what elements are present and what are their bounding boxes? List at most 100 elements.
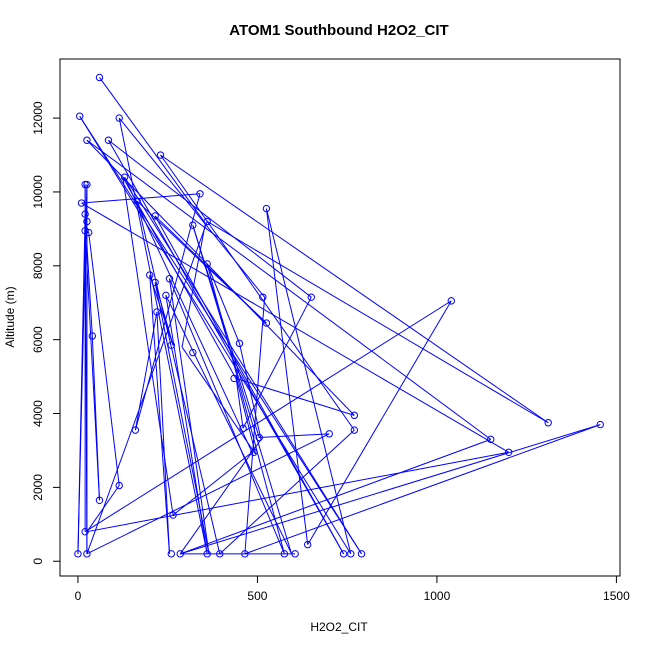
data-point [167, 341, 175, 349]
data-point [104, 136, 113, 144]
series-line-segment [77, 214, 86, 554]
y-tick-label: 0 [31, 558, 45, 565]
data-point [259, 293, 267, 301]
series-line-segment [156, 311, 170, 554]
data-point [76, 112, 84, 120]
series-lines [77, 77, 601, 555]
data-point [83, 180, 91, 189]
series-line-segment [206, 263, 240, 344]
data-point [115, 481, 123, 490]
data-point [169, 511, 177, 519]
data-point [291, 550, 299, 558]
data-point [596, 420, 604, 429]
data-point [203, 217, 211, 226]
data-point [357, 550, 366, 558]
y-tick-label: 8000 [31, 252, 45, 279]
series-line-segment [79, 115, 362, 555]
series-points [74, 73, 604, 558]
series-line-segment [108, 139, 345, 555]
data-point [167, 550, 175, 558]
data-point [151, 278, 159, 287]
data-point [95, 496, 104, 504]
data-point [133, 197, 141, 205]
series-line-segment [149, 274, 174, 346]
data-point [303, 540, 312, 549]
data-point [447, 297, 455, 305]
data-point [83, 550, 91, 558]
data-point [156, 151, 165, 159]
data-point [81, 527, 89, 536]
chart-title: ATOM1 Southbound H2O2_CIT [229, 22, 448, 39]
y-axis-label: Altitude (m) [3, 286, 17, 347]
series-line-segment [169, 278, 285, 555]
y-tick-label: 10000 [31, 175, 45, 209]
data-point [120, 173, 129, 181]
series-line-segment [99, 77, 206, 224]
data-point [81, 227, 89, 235]
data-point [347, 550, 355, 558]
data-point [241, 550, 249, 558]
series-line-segment [244, 424, 601, 555]
series-line-segment [160, 154, 355, 431]
x-tick-label: 500 [247, 589, 267, 603]
series-line-segment [86, 139, 492, 440]
data-point [95, 73, 104, 82]
series-line-segment [192, 225, 293, 554]
data-point [115, 114, 123, 122]
series-line-segment [86, 485, 120, 532]
y-axis: 0 2000 4000 6000 8000 10000 12000 [31, 101, 61, 565]
data-point [165, 275, 174, 283]
series-line-segment [79, 115, 352, 555]
data-point [255, 433, 263, 442]
data-point [262, 204, 271, 213]
data-point [74, 550, 82, 558]
series-line-segment [81, 193, 201, 204]
data-point [239, 424, 247, 432]
data-point [250, 448, 258, 456]
series-line-segment [172, 451, 253, 516]
data-point [151, 212, 159, 220]
data-point [196, 190, 204, 198]
series-line-segment [86, 451, 509, 533]
data-point [350, 411, 359, 420]
series-line-segment [242, 296, 312, 429]
y-tick-label: 4000 [31, 400, 45, 427]
series-line-segment [180, 424, 601, 555]
series-line-segment [235, 376, 257, 455]
data-point [77, 199, 86, 207]
series-line-segment [86, 139, 355, 416]
series-line-segment [238, 343, 262, 440]
series-line-segment [307, 300, 452, 545]
series-line-segment [235, 376, 244, 429]
data-point [81, 210, 89, 218]
series-line-segment [219, 429, 355, 555]
series-line-segment [206, 221, 549, 424]
y-tick-label: 2000 [31, 474, 45, 501]
data-point [307, 293, 315, 301]
data-point [339, 550, 348, 558]
series-line-segment [108, 139, 312, 298]
x-tick-label: 1500 [603, 589, 630, 603]
series-line-segment [84, 230, 100, 501]
data-point [189, 221, 197, 229]
data-point [487, 435, 495, 444]
series-line-segment [265, 208, 352, 554]
data-point [85, 228, 93, 237]
series-line-segment [179, 439, 262, 555]
data-point [262, 319, 271, 327]
series-line-segment [160, 154, 549, 424]
series-line-segment [206, 263, 285, 554]
series-line-segment [86, 433, 330, 555]
series-line-segment [88, 232, 120, 486]
series-line-segment [149, 274, 170, 554]
series-line-segment [81, 202, 509, 453]
series-line-segment [124, 176, 362, 555]
series-line-segment [134, 193, 201, 431]
series-line-segment [165, 295, 292, 555]
series-line-segment [168, 278, 210, 554]
data-point [235, 339, 244, 348]
series-line-segment [265, 208, 309, 545]
data-point [146, 271, 154, 279]
data-point [544, 419, 552, 427]
